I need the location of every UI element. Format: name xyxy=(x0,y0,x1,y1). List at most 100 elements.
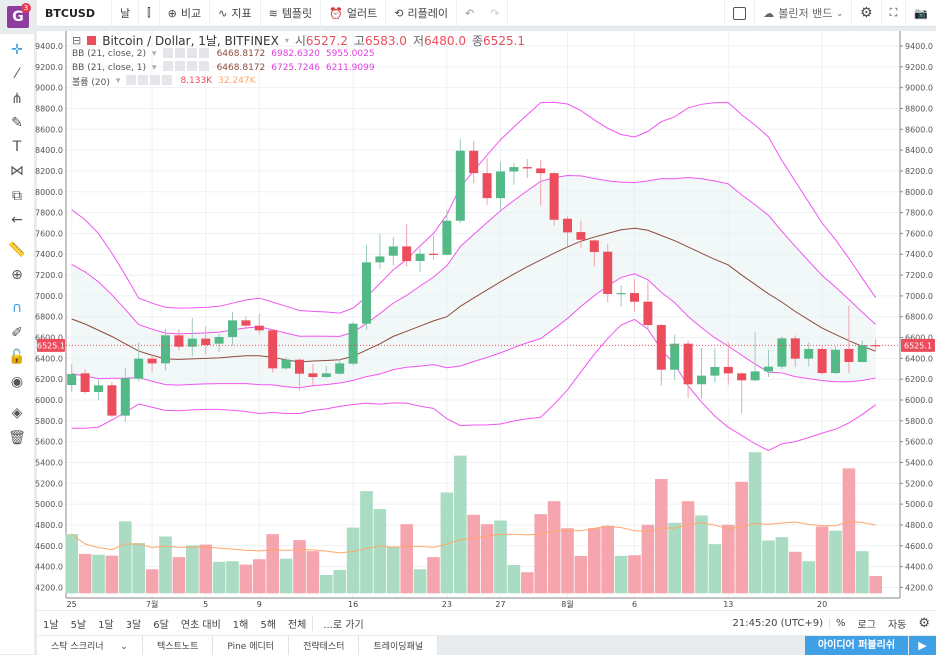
indicator-actions[interactable] xyxy=(162,61,211,74)
scale-settings-button[interactable]: ⚙ xyxy=(912,616,936,631)
zoom-tool[interactable]: ⊕ xyxy=(7,265,27,285)
tab-text-notes[interactable]: 텍스트노트 xyxy=(142,636,214,655)
fullscreen-button[interactable]: ⛶ xyxy=(882,0,907,27)
log-toggle[interactable]: 로그 xyxy=(857,619,876,631)
range-6m[interactable]: 6달 xyxy=(153,619,169,631)
volume-bar xyxy=(829,530,842,594)
prediction-tool[interactable]: ⧉ xyxy=(7,186,27,206)
volume-bar xyxy=(186,545,199,594)
range-3m[interactable]: 3달 xyxy=(125,619,142,631)
pitchfork-tool[interactable]: ⋔ xyxy=(7,89,27,109)
goto-date-button[interactable]: ...로 가기 xyxy=(312,615,369,631)
object-tree-tool[interactable]: ◈ xyxy=(7,403,27,423)
candle-body xyxy=(295,359,304,374)
volume-bar xyxy=(869,575,882,594)
price-axis-label-right: 6800.0 xyxy=(905,313,933,322)
ruler-tool[interactable]: 📏 xyxy=(7,240,27,260)
stay-drawing-tool[interactable]: ✐ xyxy=(7,323,27,343)
snapshot-button[interactable]: 📷 xyxy=(906,0,936,27)
volume-bar xyxy=(65,534,78,594)
symbol-search[interactable]: BTCUSD xyxy=(37,0,112,27)
zoom-in-icon: ⊕ xyxy=(11,267,23,283)
symbol-title[interactable]: Bitcoin / Dollar, 1날, BITFINEX xyxy=(102,34,279,49)
indicator-actions[interactable] xyxy=(126,74,174,88)
candle-body xyxy=(442,220,452,255)
indicators-button[interactable]: ∿ 지표 xyxy=(210,0,261,27)
volume-bar xyxy=(748,452,762,594)
compare-button[interactable]: ⊕ 비교 xyxy=(160,0,211,27)
legend-volume[interactable]: 볼륨 (20) ▾ 8.133K 32.247K xyxy=(72,74,525,89)
time-axis-label: 23 xyxy=(442,600,452,609)
volume-bar xyxy=(279,558,293,594)
tab-trading-panel[interactable]: 트레이딩패널 xyxy=(359,636,439,655)
tab-stock-screener[interactable]: 스탁 스크리너 ⌄ xyxy=(37,636,143,655)
remove-drawings-tool[interactable]: 🗑 xyxy=(7,428,27,448)
range-ytd[interactable]: 연초 대비 xyxy=(180,619,221,631)
range-1m[interactable]: 1달 xyxy=(98,619,114,631)
range-5d[interactable]: 5날 xyxy=(70,619,87,631)
price-axis-label-left: 8600.0 xyxy=(35,125,63,134)
last-price-tag-left xyxy=(37,338,65,352)
range-all[interactable]: 전체 xyxy=(287,619,307,631)
replay-button[interactable]: ⟲ 리플레이 xyxy=(386,0,457,27)
unlock-icon: 🔓 xyxy=(8,349,26,365)
price-axis-label-left: 5000.0 xyxy=(35,500,63,509)
magnet-tool[interactable]: ∩ xyxy=(7,298,27,318)
price-axis-label-right: 6600.0 xyxy=(905,334,933,343)
text-tool[interactable]: T xyxy=(7,137,27,157)
crosshair-tool[interactable]: ✛ xyxy=(7,40,27,60)
indicator-actions[interactable] xyxy=(162,47,211,61)
volume-bar xyxy=(119,521,132,594)
timezone-clock[interactable]: 21:45:20 (UTC+9) xyxy=(727,617,831,629)
range-5y[interactable]: 5해 xyxy=(260,619,276,631)
volume-bar xyxy=(333,569,346,594)
interval-button[interactable]: 날 xyxy=(112,0,140,27)
candle-body xyxy=(174,335,184,347)
settings-button[interactable]: ⚙ xyxy=(852,0,882,27)
redo-button[interactable]: ↷ xyxy=(482,0,509,27)
price-axis-label-left: 4400.0 xyxy=(35,563,63,572)
pattern-tool[interactable]: ⋈ xyxy=(7,161,27,181)
indicator-name[interactable]: BB (21, close, 1) xyxy=(72,62,147,73)
chevron-down-icon[interactable]: ▾ xyxy=(152,49,157,60)
percent-toggle[interactable]: % xyxy=(836,617,846,629)
volume-bar xyxy=(440,492,454,594)
publish-play-button[interactable]: ▶ xyxy=(909,636,936,655)
legend-bb2[interactable]: BB (21, close, 2) ▾ 6468.8172 6982.6320 5… xyxy=(72,47,525,62)
publish-idea-button[interactable]: 아이디어 퍼블리쉬 xyxy=(805,636,908,655)
hide-toolbar-button[interactable]: ← xyxy=(7,210,27,230)
legend-bb1[interactable]: BB (21, close, 1) ▾ 6468.8172 6725.7246 6… xyxy=(72,61,525,75)
price-axis-label-right: 5600.0 xyxy=(905,438,933,447)
chevron-down-icon[interactable]: ▾ xyxy=(284,36,289,46)
auto-toggle[interactable]: 자동 xyxy=(887,619,907,631)
indicator-name[interactable]: 볼륨 (20) xyxy=(72,77,110,88)
time-axis-label: 8월 xyxy=(561,599,573,609)
candle-body xyxy=(469,150,479,174)
range-1d[interactable]: 1날 xyxy=(43,619,59,631)
tab-pine-editor[interactable]: Pine 에디터 xyxy=(213,636,290,655)
bollinger-dropdown[interactable]: ☁ 볼린저 밴드 ⌄ xyxy=(755,0,853,27)
alert-button[interactable]: ⏰ 얼러트 xyxy=(321,0,387,27)
chevron-down-icon[interactable]: ▾ xyxy=(152,62,157,73)
layout-button[interactable] xyxy=(724,0,756,27)
tab-strategy-tester[interactable]: 전략테스터 xyxy=(289,636,360,655)
trendline-tool[interactable]: ⁄ xyxy=(7,64,27,84)
volume-bar xyxy=(387,546,400,594)
candle-body xyxy=(831,349,840,374)
range-1y[interactable]: 1해 xyxy=(232,619,249,631)
templates-icon: ≋ xyxy=(268,6,278,20)
indicator-name[interactable]: BB (21, close, 2) xyxy=(72,49,147,60)
price-axis-label-left: 7800.0 xyxy=(35,209,63,218)
collapse-icon[interactable]: ⊟ xyxy=(72,34,82,48)
hide-drawings-tool[interactable]: ◉ xyxy=(7,372,27,392)
chart-type-button[interactable]: ⫿ xyxy=(139,0,160,27)
chevron-down-icon[interactable]: ⌄ xyxy=(120,642,128,652)
price-axis-label-right: 7600.0 xyxy=(905,229,933,238)
chevron-down-icon[interactable]: ▾ xyxy=(115,76,121,87)
candle-body xyxy=(67,373,77,386)
lock-drawings-tool[interactable]: 🔓 xyxy=(7,347,27,367)
undo-button[interactable]: ↶ xyxy=(457,0,482,27)
brush-tool[interactable]: ✎ xyxy=(7,113,27,133)
templates-button[interactable]: ≋ 템플릿 xyxy=(261,0,322,27)
